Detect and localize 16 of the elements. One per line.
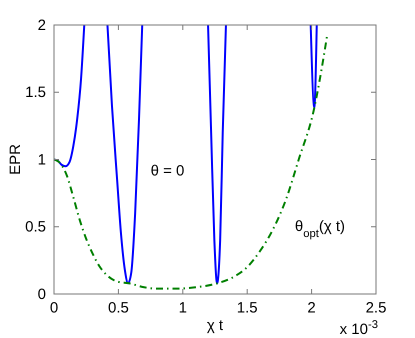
- text: x 10$^{-3}$: [340, 319, 378, 338]
- series-label: θ$_{opt}$(χ t): [294, 218, 346, 240]
- x-tick-label: 1: [178, 300, 187, 317]
- y-axis-title: EPR: [7, 144, 24, 175]
- y-tick-label: 0.5: [25, 218, 46, 236]
- series-label: θ = 0: [150, 162, 184, 180]
- x-tick-label: 0: [50, 300, 58, 317]
- x-tick-label: 0.5: [108, 300, 129, 317]
- y-tick-label: 2: [38, 16, 46, 34]
- x-tick-label: 1.5: [236, 300, 258, 317]
- y-tick-label: 1: [38, 151, 46, 168]
- x-tick-label: 2: [307, 300, 316, 317]
- x-tick-label: 2.5: [366, 300, 386, 317]
- x-axis-title: χ t: [206, 317, 224, 334]
- y-tick-label: 1.5: [25, 84, 46, 102]
- y-tick-label: 0: [38, 286, 46, 303]
